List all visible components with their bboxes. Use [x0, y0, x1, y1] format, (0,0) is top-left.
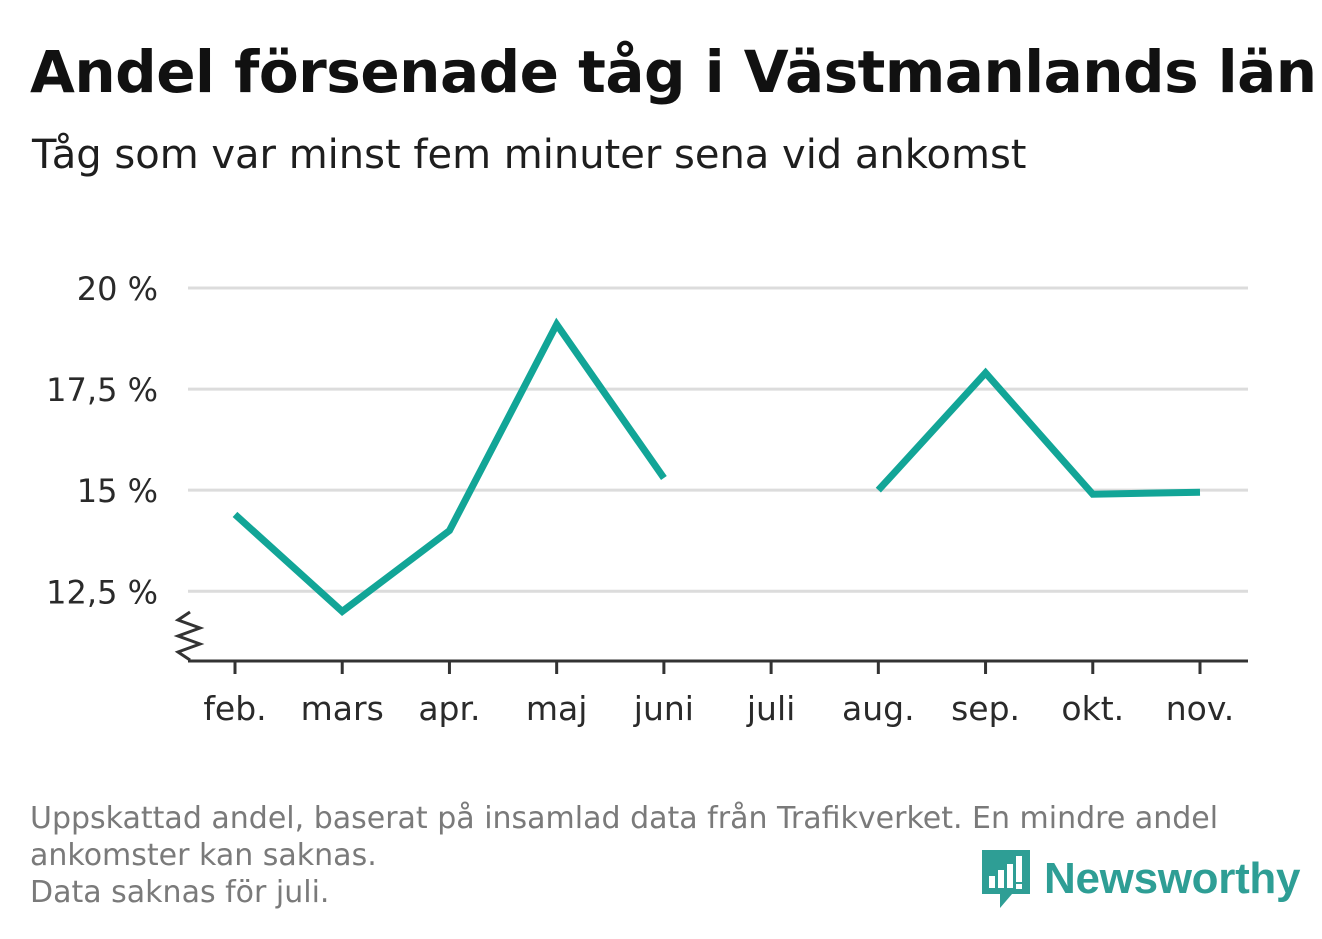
chart-subtitle: Tåg som var minst fem minuter sena vid a…	[32, 132, 1027, 178]
gridlines	[188, 286, 1248, 593]
y-tick-label: 20 %	[77, 270, 158, 308]
x-axis-ticks: feb. mars apr. maj juni juli aug. sep. okt. nov.	[203, 661, 1234, 728]
x-tick-label: apr.	[418, 689, 480, 728]
x-tick-label: juli	[746, 689, 795, 728]
footnote-line-3: Data saknas för juli.	[30, 875, 330, 910]
x-tick-label: sep.	[951, 689, 1020, 728]
footnote-line-1: Uppskattad andel, baserat på insamlad da…	[30, 801, 1219, 836]
footnote: Uppskattad andel, baserat på insamlad da…	[30, 800, 1218, 911]
footnote-line-2: ankomster kan saknas.	[30, 838, 377, 873]
x-tick-label: okt.	[1061, 689, 1124, 728]
x-axis	[173, 610, 1248, 663]
series-line-segment	[232, 317, 667, 617]
chart-title: Andel försenade tåg i Västmanlands län	[30, 38, 1317, 106]
x-tick-label: nov.	[1166, 689, 1235, 728]
x-tick-label: juni	[633, 689, 694, 728]
y-tick-label: 15 %	[77, 472, 158, 510]
data-series	[232, 317, 1201, 617]
y-tick-label: 12,5 %	[46, 573, 158, 611]
x-tick-label: maj	[526, 689, 588, 728]
x-tick-label: mars	[301, 689, 384, 728]
brand-logo: Newsworthy	[980, 848, 1300, 910]
y-axis-ticks: 12,5 % 15 % 17,5 % 20 %	[46, 270, 158, 611]
newsworthy-logo-icon	[982, 850, 1030, 908]
brand-name: Newsworthy	[1044, 854, 1301, 903]
x-tick-label: feb.	[203, 689, 266, 728]
x-tick-label: aug.	[842, 689, 915, 728]
axis-break-icon	[173, 610, 205, 662]
series-line-segment	[875, 367, 1201, 498]
y-tick-label: 17,5 %	[46, 371, 158, 409]
